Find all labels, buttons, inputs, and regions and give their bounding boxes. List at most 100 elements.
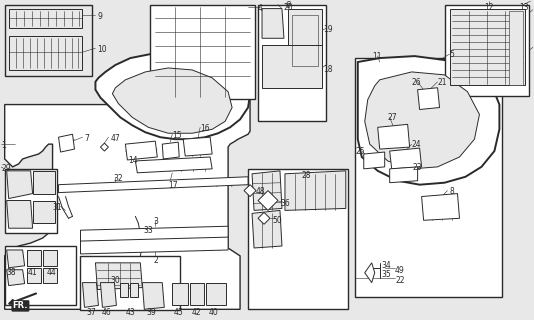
Text: 18: 18 [323, 65, 332, 74]
Polygon shape [43, 250, 57, 266]
Bar [444, 5, 529, 96]
Polygon shape [27, 250, 41, 266]
Text: 33: 33 [143, 226, 153, 235]
Polygon shape [9, 9, 82, 28]
Polygon shape [422, 194, 459, 220]
Polygon shape [7, 171, 33, 198]
Text: 23: 23 [413, 163, 422, 172]
Text: 34: 34 [382, 261, 391, 270]
Text: 48: 48 [256, 187, 265, 196]
Text: 27: 27 [388, 114, 397, 123]
Bar [355, 58, 502, 298]
Polygon shape [365, 263, 375, 283]
Text: 39: 39 [146, 308, 156, 317]
Text: 43: 43 [125, 308, 135, 317]
Polygon shape [59, 134, 75, 152]
Text: 19: 19 [323, 25, 333, 35]
Text: 35: 35 [382, 270, 391, 279]
Text: 16: 16 [200, 124, 210, 133]
Text: 50: 50 [272, 216, 282, 225]
Polygon shape [43, 268, 57, 283]
Text: 15: 15 [172, 131, 182, 140]
Text: 11: 11 [372, 52, 381, 61]
Text: 46: 46 [101, 308, 111, 317]
Text: 24: 24 [412, 140, 421, 149]
Bar [5, 169, 57, 233]
Text: 21: 21 [437, 78, 447, 87]
Polygon shape [27, 268, 41, 283]
Polygon shape [509, 11, 523, 85]
Text: FR.: FR. [13, 301, 28, 310]
Text: 30: 30 [111, 276, 120, 285]
Polygon shape [81, 226, 228, 242]
Text: 4: 4 [258, 4, 263, 13]
Polygon shape [96, 52, 250, 139]
Polygon shape [125, 141, 158, 160]
Polygon shape [33, 201, 54, 223]
Polygon shape [252, 171, 282, 211]
Polygon shape [172, 283, 188, 305]
Text: 25: 25 [356, 147, 365, 156]
Polygon shape [112, 68, 232, 133]
Polygon shape [7, 270, 25, 285]
Text: 32: 32 [113, 174, 123, 183]
Polygon shape [81, 237, 228, 254]
Polygon shape [183, 137, 212, 156]
Text: 9: 9 [97, 12, 103, 20]
Text: 49: 49 [395, 266, 404, 275]
Text: 10: 10 [97, 45, 107, 54]
Text: 1: 1 [2, 141, 6, 150]
Bar [258, 5, 326, 121]
Text: 45: 45 [173, 308, 183, 317]
Polygon shape [5, 76, 250, 309]
Polygon shape [59, 177, 248, 193]
Polygon shape [135, 157, 212, 173]
Polygon shape [100, 143, 108, 151]
Polygon shape [365, 72, 480, 169]
Polygon shape [390, 148, 422, 169]
Text: 3: 3 [153, 217, 158, 226]
Polygon shape [418, 88, 439, 109]
Bar [150, 5, 255, 99]
Polygon shape [120, 283, 128, 298]
Text: 41: 41 [28, 268, 37, 277]
Text: 29: 29 [2, 164, 11, 173]
Text: 13: 13 [520, 3, 529, 12]
Text: 12: 12 [484, 3, 494, 12]
Polygon shape [378, 124, 410, 149]
Polygon shape [390, 167, 418, 183]
Text: 31: 31 [52, 204, 62, 212]
Text: 20: 20 [284, 3, 294, 12]
Polygon shape [7, 250, 25, 268]
Text: 44: 44 [46, 268, 56, 277]
Polygon shape [262, 45, 322, 88]
Polygon shape [252, 211, 282, 248]
Polygon shape [96, 263, 143, 290]
Text: 26: 26 [412, 78, 421, 87]
Text: 36: 36 [280, 198, 290, 208]
Text: 2: 2 [153, 256, 158, 265]
Polygon shape [7, 201, 33, 228]
Polygon shape [358, 56, 499, 185]
Text: 7: 7 [84, 134, 89, 143]
Text: 37: 37 [87, 308, 96, 317]
Polygon shape [285, 171, 346, 211]
Polygon shape [262, 9, 284, 38]
Text: 6: 6 [286, 1, 291, 10]
Text: 28: 28 [302, 171, 311, 180]
Polygon shape [9, 36, 82, 70]
Bar [248, 169, 348, 309]
Polygon shape [258, 212, 270, 224]
Text: 47: 47 [111, 134, 120, 143]
Polygon shape [190, 283, 204, 305]
Polygon shape [162, 142, 179, 159]
Text: 22: 22 [396, 276, 405, 285]
Polygon shape [206, 283, 226, 305]
Polygon shape [244, 185, 256, 196]
Text: 38: 38 [7, 268, 17, 277]
Polygon shape [82, 283, 98, 307]
Polygon shape [33, 171, 54, 194]
Text: 5: 5 [450, 50, 454, 59]
Text: 8: 8 [450, 187, 454, 196]
Polygon shape [450, 9, 525, 85]
